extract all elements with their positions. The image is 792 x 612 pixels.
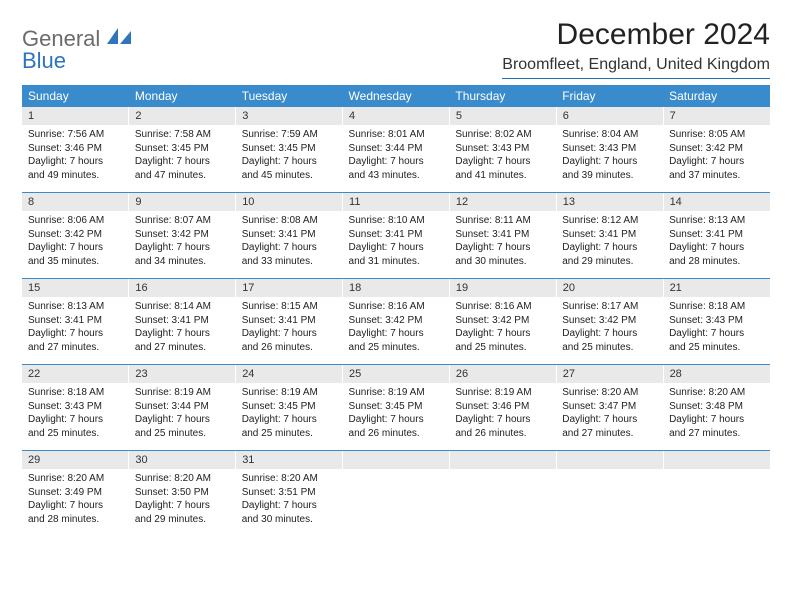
day-cell: Sunrise: 8:19 AMSunset: 3:46 PMDaylight:… <box>449 383 556 451</box>
day-number: 19 <box>449 279 556 297</box>
day-number: 9 <box>129 193 236 211</box>
header: General Blue December 2024 Broomfleet, E… <box>22 18 770 79</box>
day-number: 3 <box>236 107 343 125</box>
day-cell: Sunrise: 8:13 AMSunset: 3:41 PMDaylight:… <box>663 211 770 279</box>
dow-sat: Saturday <box>663 85 770 107</box>
day-cell: Sunrise: 8:16 AMSunset: 3:42 PMDaylight:… <box>343 297 450 365</box>
day-cell <box>343 469 450 536</box>
brand-part2: Blue <box>22 48 131 74</box>
day-cell: Sunrise: 8:02 AMSunset: 3:43 PMDaylight:… <box>449 125 556 193</box>
day-content-row: Sunrise: 7:56 AMSunset: 3:46 PMDaylight:… <box>22 125 770 193</box>
dow-tue: Tuesday <box>236 85 343 107</box>
month-title: December 2024 <box>502 18 770 52</box>
day-cell: Sunrise: 8:20 AMSunset: 3:50 PMDaylight:… <box>129 469 236 536</box>
day-cell: Sunrise: 8:13 AMSunset: 3:41 PMDaylight:… <box>22 297 129 365</box>
day-cell: Sunrise: 8:20 AMSunset: 3:47 PMDaylight:… <box>556 383 663 451</box>
day-number: 7 <box>663 107 770 125</box>
day-cell: Sunrise: 8:14 AMSunset: 3:41 PMDaylight:… <box>129 297 236 365</box>
brand-logo: General Blue <box>22 24 131 74</box>
day-number: 28 <box>663 365 770 383</box>
day-number: 8 <box>22 193 129 211</box>
day-number: 10 <box>236 193 343 211</box>
calendar-page: General Blue December 2024 Broomfleet, E… <box>0 0 792 554</box>
daynum-row: 22232425262728 <box>22 365 770 383</box>
day-cell: Sunrise: 8:01 AMSunset: 3:44 PMDaylight:… <box>343 125 450 193</box>
day-cell <box>449 469 556 536</box>
day-number: 24 <box>236 365 343 383</box>
calendar-body: 1234567Sunrise: 7:56 AMSunset: 3:46 PMDa… <box>22 107 770 536</box>
day-cell: Sunrise: 8:18 AMSunset: 3:43 PMDaylight:… <box>22 383 129 451</box>
day-cell: Sunrise: 7:59 AMSunset: 3:45 PMDaylight:… <box>236 125 343 193</box>
day-cell: Sunrise: 8:20 AMSunset: 3:49 PMDaylight:… <box>22 469 129 536</box>
day-cell: Sunrise: 8:18 AMSunset: 3:43 PMDaylight:… <box>663 297 770 365</box>
day-number: 31 <box>236 451 343 469</box>
day-cell: Sunrise: 7:58 AMSunset: 3:45 PMDaylight:… <box>129 125 236 193</box>
day-number: 11 <box>343 193 450 211</box>
day-content-row: Sunrise: 8:06 AMSunset: 3:42 PMDaylight:… <box>22 211 770 279</box>
day-number <box>449 451 556 469</box>
day-number: 13 <box>556 193 663 211</box>
day-cell: Sunrise: 7:56 AMSunset: 3:46 PMDaylight:… <box>22 125 129 193</box>
day-cell: Sunrise: 8:15 AMSunset: 3:41 PMDaylight:… <box>236 297 343 365</box>
day-cell: Sunrise: 8:06 AMSunset: 3:42 PMDaylight:… <box>22 211 129 279</box>
day-cell: Sunrise: 8:07 AMSunset: 3:42 PMDaylight:… <box>129 211 236 279</box>
dow-fri: Friday <box>556 85 663 107</box>
day-number <box>556 451 663 469</box>
daynum-row: 891011121314 <box>22 193 770 211</box>
day-cell <box>663 469 770 536</box>
dow-mon: Monday <box>129 85 236 107</box>
day-number: 4 <box>343 107 450 125</box>
day-number: 15 <box>22 279 129 297</box>
day-number: 16 <box>129 279 236 297</box>
day-number: 21 <box>663 279 770 297</box>
day-cell: Sunrise: 8:19 AMSunset: 3:45 PMDaylight:… <box>236 383 343 451</box>
day-content-row: Sunrise: 8:20 AMSunset: 3:49 PMDaylight:… <box>22 469 770 536</box>
day-number: 22 <box>22 365 129 383</box>
day-number: 25 <box>343 365 450 383</box>
dow-thu: Thursday <box>449 85 556 107</box>
day-cell <box>556 469 663 536</box>
day-cell: Sunrise: 8:11 AMSunset: 3:41 PMDaylight:… <box>449 211 556 279</box>
daynum-row: 293031 <box>22 451 770 469</box>
day-number: 27 <box>556 365 663 383</box>
day-number: 2 <box>129 107 236 125</box>
day-number: 5 <box>449 107 556 125</box>
day-number: 12 <box>449 193 556 211</box>
day-cell: Sunrise: 8:19 AMSunset: 3:44 PMDaylight:… <box>129 383 236 451</box>
day-cell: Sunrise: 8:04 AMSunset: 3:43 PMDaylight:… <box>556 125 663 193</box>
location: Broomfleet, England, United Kingdom <box>502 56 770 79</box>
day-number: 18 <box>343 279 450 297</box>
day-number: 14 <box>663 193 770 211</box>
day-number: 30 <box>129 451 236 469</box>
calendar-table: Sunday Monday Tuesday Wednesday Thursday… <box>22 85 770 536</box>
day-content-row: Sunrise: 8:18 AMSunset: 3:43 PMDaylight:… <box>22 383 770 451</box>
dow-sun: Sunday <box>22 85 129 107</box>
day-number: 23 <box>129 365 236 383</box>
day-cell: Sunrise: 8:20 AMSunset: 3:48 PMDaylight:… <box>663 383 770 451</box>
dow-header-row: Sunday Monday Tuesday Wednesday Thursday… <box>22 85 770 107</box>
day-number: 20 <box>556 279 663 297</box>
day-cell: Sunrise: 8:08 AMSunset: 3:41 PMDaylight:… <box>236 211 343 279</box>
daynum-row: 1234567 <box>22 107 770 125</box>
day-number: 26 <box>449 365 556 383</box>
day-number: 1 <box>22 107 129 125</box>
day-number: 6 <box>556 107 663 125</box>
day-cell: Sunrise: 8:19 AMSunset: 3:45 PMDaylight:… <box>343 383 450 451</box>
day-number <box>663 451 770 469</box>
day-content-row: Sunrise: 8:13 AMSunset: 3:41 PMDaylight:… <box>22 297 770 365</box>
sail-icon <box>107 28 131 46</box>
day-cell: Sunrise: 8:17 AMSunset: 3:42 PMDaylight:… <box>556 297 663 365</box>
daynum-row: 15161718192021 <box>22 279 770 297</box>
day-cell: Sunrise: 8:12 AMSunset: 3:41 PMDaylight:… <box>556 211 663 279</box>
day-cell: Sunrise: 8:20 AMSunset: 3:51 PMDaylight:… <box>236 469 343 536</box>
day-cell: Sunrise: 8:05 AMSunset: 3:42 PMDaylight:… <box>663 125 770 193</box>
brand-text: General Blue <box>22 24 131 74</box>
day-cell: Sunrise: 8:10 AMSunset: 3:41 PMDaylight:… <box>343 211 450 279</box>
title-block: December 2024 Broomfleet, England, Unite… <box>502 18 770 79</box>
day-number: 17 <box>236 279 343 297</box>
dow-wed: Wednesday <box>343 85 450 107</box>
day-cell: Sunrise: 8:16 AMSunset: 3:42 PMDaylight:… <box>449 297 556 365</box>
day-number <box>343 451 450 469</box>
day-number: 29 <box>22 451 129 469</box>
